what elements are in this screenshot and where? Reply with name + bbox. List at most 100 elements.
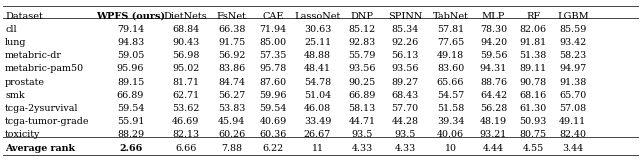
Text: 4.33: 4.33 (351, 144, 373, 153)
Text: 89.15: 89.15 (117, 78, 144, 87)
Text: 48.88: 48.88 (304, 51, 331, 60)
Text: 51.04: 51.04 (304, 91, 331, 100)
Text: Dataset: Dataset (5, 12, 43, 20)
Text: 87.60: 87.60 (260, 78, 287, 87)
Text: CAE: CAE (262, 12, 284, 20)
Text: RF: RF (526, 12, 540, 20)
Text: 6.66: 6.66 (175, 144, 196, 153)
Text: 68.84: 68.84 (172, 25, 199, 34)
Text: 56.13: 56.13 (392, 51, 419, 60)
Text: 2.66: 2.66 (119, 144, 142, 153)
Text: 51.58: 51.58 (437, 104, 464, 113)
Text: 82.40: 82.40 (559, 131, 586, 140)
Text: 46.69: 46.69 (172, 117, 199, 126)
Text: 92.26: 92.26 (392, 38, 419, 47)
Text: prostate: prostate (5, 78, 45, 87)
Text: 3.44: 3.44 (562, 144, 584, 153)
Text: 40.69: 40.69 (260, 117, 287, 126)
Text: metabric-pam50: metabric-pam50 (5, 64, 84, 73)
Text: lung: lung (5, 38, 27, 47)
Text: 59.96: 59.96 (260, 91, 287, 100)
Text: 94.20: 94.20 (480, 38, 507, 47)
Text: 10: 10 (445, 144, 456, 153)
Text: 51.38: 51.38 (520, 51, 547, 60)
Text: 50.93: 50.93 (520, 117, 547, 126)
Text: 93.56: 93.56 (392, 64, 419, 73)
Text: 59.05: 59.05 (117, 51, 144, 60)
Text: 55.91: 55.91 (117, 117, 144, 126)
Text: 68.43: 68.43 (392, 91, 419, 100)
Text: 53.62: 53.62 (172, 104, 199, 113)
Text: tcga-tumor-grade: tcga-tumor-grade (5, 117, 90, 126)
Text: 55.79: 55.79 (349, 51, 376, 60)
Text: 46.08: 46.08 (304, 104, 331, 113)
Text: 95.96: 95.96 (117, 64, 144, 73)
Text: metabric-dr: metabric-dr (5, 51, 62, 60)
Text: 88.76: 88.76 (480, 78, 507, 87)
Text: 48.19: 48.19 (480, 117, 507, 126)
Text: 56.92: 56.92 (218, 51, 245, 60)
Text: 57.35: 57.35 (260, 51, 287, 60)
Text: 93.42: 93.42 (559, 38, 586, 47)
Text: 94.83: 94.83 (117, 38, 144, 47)
Text: 85.34: 85.34 (392, 25, 419, 34)
Text: 85.00: 85.00 (260, 38, 287, 47)
Text: 94.31: 94.31 (480, 64, 507, 73)
Text: 81.71: 81.71 (172, 78, 199, 87)
Text: 53.83: 53.83 (218, 104, 245, 113)
Text: SPINN: SPINN (388, 12, 422, 20)
Text: 79.14: 79.14 (117, 25, 144, 34)
Text: 94.97: 94.97 (559, 64, 586, 73)
Text: 91.81: 91.81 (520, 38, 547, 47)
Text: 56.28: 56.28 (480, 104, 507, 113)
Text: 83.86: 83.86 (218, 64, 245, 73)
Text: 84.74: 84.74 (218, 78, 245, 87)
Text: 66.38: 66.38 (218, 25, 245, 34)
Text: 66.89: 66.89 (117, 91, 144, 100)
Text: 54.78: 54.78 (304, 78, 331, 87)
Text: 68.16: 68.16 (520, 91, 547, 100)
Text: 95.78: 95.78 (260, 64, 287, 73)
Text: 90.25: 90.25 (349, 78, 376, 87)
Text: 58.23: 58.23 (559, 51, 586, 60)
Text: 44.28: 44.28 (392, 117, 419, 126)
Text: 56.98: 56.98 (172, 51, 199, 60)
Text: 88.29: 88.29 (117, 131, 144, 140)
Text: MLP: MLP (482, 12, 505, 20)
Text: Average rank: Average rank (5, 144, 75, 153)
Text: 26.67: 26.67 (304, 131, 331, 140)
Text: 77.65: 77.65 (437, 38, 464, 47)
Text: 11: 11 (312, 144, 323, 153)
Text: 89.27: 89.27 (392, 78, 419, 87)
Text: 4.33: 4.33 (394, 144, 416, 153)
Text: 59.54: 59.54 (117, 104, 144, 113)
Text: 59.54: 59.54 (260, 104, 287, 113)
Text: 30.63: 30.63 (304, 25, 331, 34)
Text: 93.56: 93.56 (349, 64, 376, 73)
Text: 58.13: 58.13 (349, 104, 376, 113)
Text: 82.13: 82.13 (172, 131, 199, 140)
Text: tcga-2ysurvival: tcga-2ysurvival (5, 104, 79, 113)
Text: 60.36: 60.36 (260, 131, 287, 140)
Text: 64.42: 64.42 (480, 91, 507, 100)
Text: 60.26: 60.26 (218, 131, 245, 140)
Text: 83.60: 83.60 (437, 64, 464, 73)
Text: 49.18: 49.18 (437, 51, 464, 60)
Text: 85.12: 85.12 (349, 25, 376, 34)
Text: 93.21: 93.21 (480, 131, 507, 140)
Text: 59.56: 59.56 (480, 51, 507, 60)
Text: 39.34: 39.34 (437, 117, 464, 126)
Text: 48.41: 48.41 (304, 64, 331, 73)
Text: 71.94: 71.94 (260, 25, 287, 34)
Text: 91.75: 91.75 (218, 38, 245, 47)
Text: 7.88: 7.88 (221, 144, 242, 153)
Text: LGBM: LGBM (557, 12, 589, 20)
Text: 56.27: 56.27 (218, 91, 245, 100)
Text: 57.70: 57.70 (392, 104, 419, 113)
Text: 45.94: 45.94 (218, 117, 245, 126)
Text: 40.06: 40.06 (437, 131, 464, 140)
Text: 61.30: 61.30 (520, 104, 547, 113)
Text: 66.89: 66.89 (349, 91, 376, 100)
Text: 25.11: 25.11 (304, 38, 331, 47)
Text: 57.08: 57.08 (559, 104, 586, 113)
